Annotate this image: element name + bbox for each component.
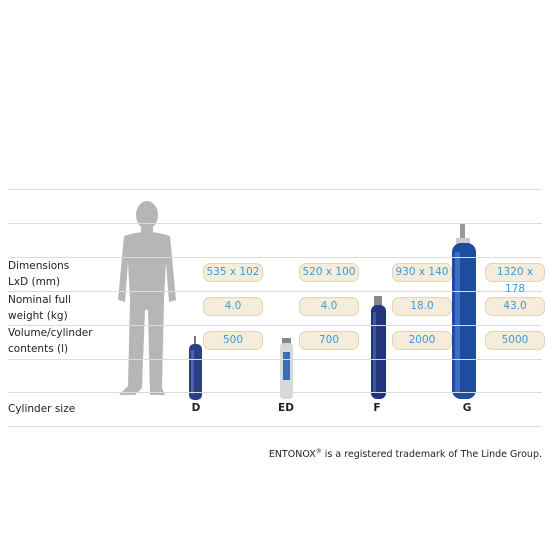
- value-cell: 500: [203, 331, 263, 350]
- rule: [8, 426, 542, 427]
- rule: [8, 257, 542, 258]
- row-label-line: Dimensions: [8, 260, 70, 272]
- value-cell: 1320 x 178: [485, 263, 545, 295]
- footer: ENTONOX® is a registered trademark of Th…: [269, 448, 542, 460]
- value-cell: 930 x 140: [392, 263, 452, 282]
- rule: [8, 325, 542, 326]
- row-label-line: weight (kg): [8, 310, 68, 322]
- row-label: Nominal full weight (kg): [8, 292, 71, 324]
- row-label-line: LxD (mm): [8, 276, 61, 288]
- row-label-line: contents (l): [8, 343, 69, 355]
- rule: [8, 223, 542, 224]
- row-label-line: Volume/cylinder: [8, 327, 93, 339]
- column-label: D: [191, 402, 201, 414]
- brand: ENTONOX: [268, 449, 316, 461]
- value-cell: 700: [299, 331, 359, 350]
- column-label: F: [373, 402, 381, 414]
- value-cell: 2000: [392, 331, 452, 350]
- rule: [8, 392, 542, 393]
- rule: [8, 291, 542, 292]
- value-cell: 5000: [485, 331, 545, 350]
- trademark: ®: [315, 448, 322, 455]
- cylinder-g: [452, 224, 476, 399]
- rule: [8, 359, 542, 360]
- person-silhouette: [118, 201, 176, 395]
- value-cell: 535 x 102: [203, 263, 263, 282]
- row-label: Dimensions LxD (mm): [8, 258, 69, 290]
- row-label: Cylinder size: [8, 403, 76, 415]
- value-cell: 4.0: [203, 297, 263, 316]
- cylinder-f: [371, 296, 386, 399]
- row-label-line: Nominal full: [8, 294, 71, 306]
- cylinder-d: [189, 336, 202, 400]
- footer-text: is a registered trademark of The Linde G…: [324, 449, 542, 461]
- value-cell: 520 x 100: [299, 263, 359, 282]
- cylinder-ed: [280, 338, 293, 399]
- value-cell: 4.0: [299, 297, 359, 316]
- value-cell: 43.0: [485, 297, 545, 316]
- value-cell: 18.0: [392, 297, 452, 316]
- rule: [8, 189, 542, 190]
- column-label: ED: [278, 402, 294, 414]
- column-label: G: [462, 402, 472, 414]
- row-label: Volume/cylinder contents (l): [8, 325, 93, 357]
